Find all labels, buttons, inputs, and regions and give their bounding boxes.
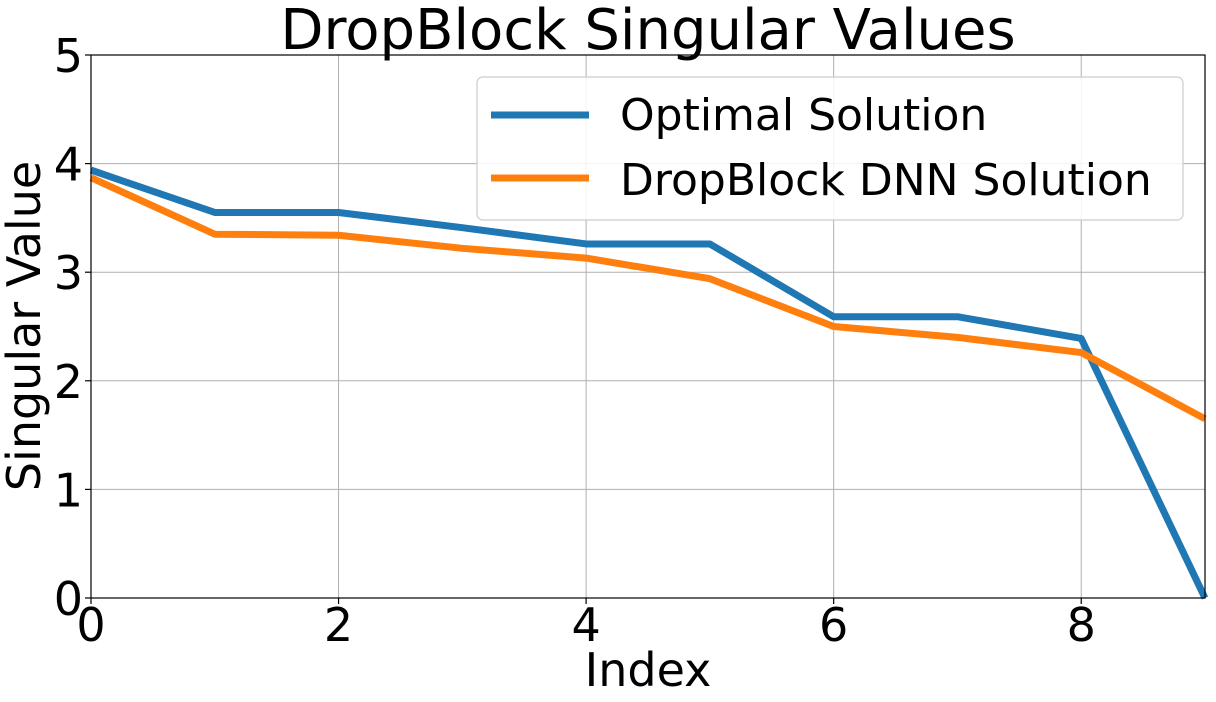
legend-label-dropblock: DropBlock DNN Solution <box>620 155 1152 206</box>
x-tick-label: 0 <box>76 598 105 652</box>
y-tick-label: 4 <box>54 138 83 192</box>
x-tick-label: 8 <box>1067 598 1096 652</box>
x-tick-label: 2 <box>324 598 353 652</box>
plot-area-frame <box>90 54 1206 599</box>
x-tick-label: 6 <box>819 598 848 652</box>
series-line-optimal <box>89 166 1209 600</box>
series-lines <box>89 166 1209 600</box>
legend-frame <box>476 76 1184 221</box>
y-tick-label: 1 <box>54 463 83 517</box>
y-axis-label: Singular Value <box>0 161 51 491</box>
legend: Optimal Solution DropBlock DNN Solution <box>476 76 1184 221</box>
x-tick-label: 4 <box>571 598 600 652</box>
y-tick-label: 3 <box>54 246 83 300</box>
y-tick-label: 5 <box>54 29 83 83</box>
axis-ticks: 0 2 4 6 8 0 1 2 3 4 5 <box>54 29 1096 652</box>
legend-label-optimal: Optimal Solution <box>620 90 987 141</box>
y-tick-label: 2 <box>54 355 83 409</box>
y-tick-label: 0 <box>54 572 83 626</box>
chart-title: DropBlock Singular Values <box>280 0 1015 63</box>
x-axis-label: Index <box>585 643 712 697</box>
series-line-dropblock <box>89 174 1207 422</box>
